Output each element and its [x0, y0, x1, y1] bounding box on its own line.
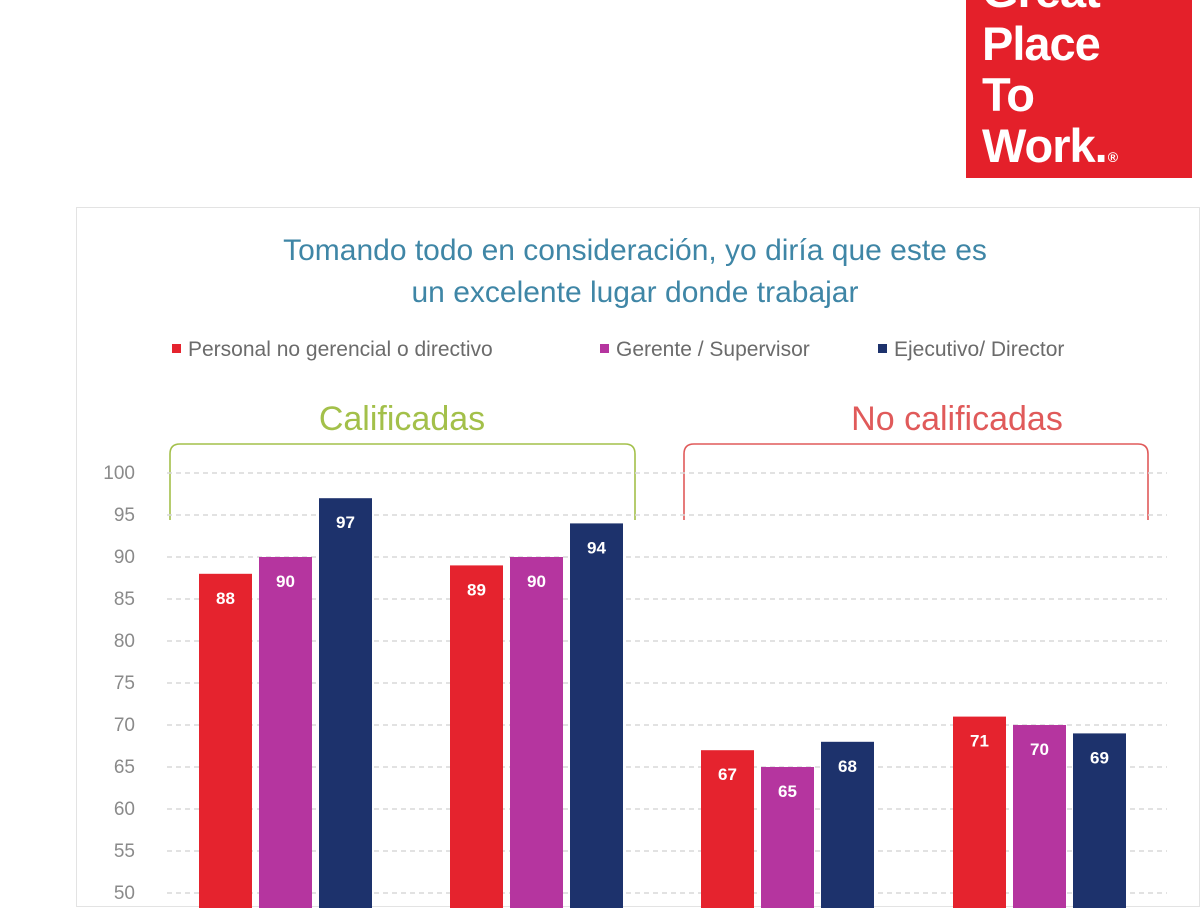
legend-swatch-2: [600, 344, 609, 353]
y-tick-label-65: 65: [114, 757, 135, 778]
y-tick-label-55: 55: [114, 841, 135, 862]
y-tick-label-90: 90: [114, 547, 135, 568]
group-bracket-2: [683, 443, 1149, 520]
logo-registered-mark: ®: [1107, 149, 1118, 165]
chart-title-line-1: Tomando todo en consideración, yo diría …: [283, 234, 987, 267]
chart-legend: Personal no gerencial o directivo Gerente…: [172, 338, 1064, 361]
y-tick-label-50: 50: [114, 883, 135, 904]
great-place-to-work-logo: Great Place To Work.®: [966, 0, 1192, 178]
bar-label-series2-group2: 90: [527, 572, 546, 591]
legend-swatch-3: [878, 344, 887, 353]
logo-line-to: To: [982, 68, 1035, 121]
y-tick-label-80: 80: [114, 631, 135, 652]
bar-label-series3-group2: 94: [587, 538, 606, 557]
group-label-2: No calificadas: [851, 400, 1063, 438]
y-tick-label-95: 95: [114, 505, 135, 526]
group-brackets: Calificadas No calificadas: [169, 400, 1149, 520]
bar-label-series3-group1: 97: [336, 513, 355, 532]
legend-label-1: Personal no gerencial o directivo: [188, 338, 493, 361]
bar-label-series3-group4: 69: [1090, 748, 1109, 767]
bar-label-series1-group4: 71: [970, 732, 989, 751]
legend-label-3: Ejecutivo/ Director: [894, 338, 1064, 361]
y-tick-label-75: 75: [114, 673, 135, 694]
bars: 88 89 67 71 90 90 65 70 97 94 68 69: [199, 498, 1126, 908]
chart-panel: Tomando todo en consideración, yo diría …: [76, 207, 1200, 908]
logo-line-work: Work.®: [982, 119, 1118, 178]
bar-series3-group1: [319, 498, 372, 908]
bar-series2-group1: [259, 557, 312, 908]
bar-series1-group4: [953, 716, 1006, 908]
legend-swatch-1: [172, 344, 181, 353]
bar-series3-group4: [1073, 733, 1126, 908]
y-tick-label-85: 85: [114, 589, 135, 610]
chart-title-line-2: un excelente lugar donde trabajar: [412, 276, 859, 309]
logo-line-place: Place: [982, 17, 1101, 70]
bar-series1-group1: [199, 573, 252, 908]
logo-work-text: Work.: [982, 119, 1108, 172]
y-tick-label-70: 70: [114, 715, 135, 736]
bar-label-series2-group4: 70: [1030, 740, 1049, 759]
bar-series2-group3: [761, 767, 814, 908]
group-label-1: Calificadas: [319, 400, 485, 438]
bar-series3-group3: [821, 741, 874, 908]
bar-chart: Tomando todo en consideración, yo diría …: [103, 234, 1167, 908]
y-axis: 100 95 90 85 80 75 70 65 60 55 50: [103, 463, 135, 904]
bar-series1-group2: [450, 565, 503, 908]
bar-label-series2-group3: 65: [778, 782, 797, 801]
bar-series1-group3: [701, 750, 754, 908]
y-tick-label-60: 60: [114, 799, 135, 820]
bar-label-series1-group1: 88: [216, 589, 235, 608]
y-tick-label-100: 100: [103, 463, 135, 484]
bar-label-series1-group2: 89: [467, 580, 486, 599]
bar-series2-group4: [1013, 725, 1066, 908]
bar-label-series3-group3: 68: [838, 757, 857, 776]
group-bracket-1: [169, 443, 636, 520]
bar-series3-group2: [570, 523, 623, 908]
bar-series2-group2: [510, 557, 563, 908]
bar-label-series2-group1: 90: [276, 572, 295, 591]
legend-label-2: Gerente / Supervisor: [616, 338, 810, 361]
logo-line-great: Great: [982, 0, 1101, 14]
bar-label-series1-group3: 67: [718, 765, 737, 784]
